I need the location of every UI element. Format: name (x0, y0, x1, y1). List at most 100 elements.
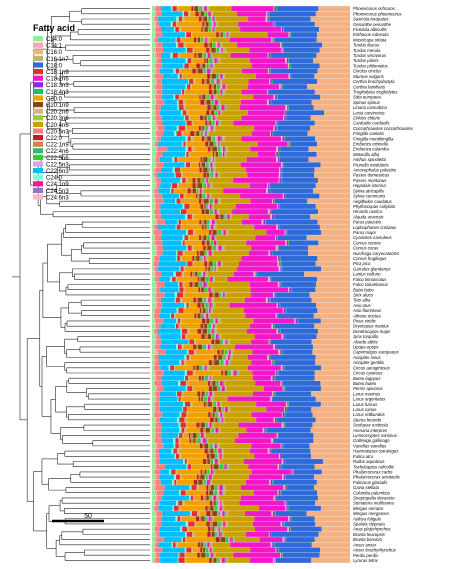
bar-segment-C22-5n6 (215, 141, 217, 147)
bar-segment-C22-4n6 (219, 292, 221, 298)
bar-segment-C24-0 (183, 459, 185, 464)
bar-segment-C22-5n3 (219, 47, 222, 53)
bar-segment-C18-1n9 (175, 323, 179, 329)
bar-segment-C16-1n7 (214, 219, 217, 225)
bar-segment-C24-6n3 (275, 245, 278, 251)
bar-segment-C24-6n3 (273, 344, 275, 350)
bar-segment-C24-1n9 (207, 542, 210, 548)
bar-segment-C18-4n3 (287, 505, 289, 511)
bar-segment-C24-5n3 (213, 94, 215, 100)
species-label: Pica pica (353, 261, 371, 266)
bar-segment-C24-0 (190, 511, 192, 516)
bar-segment-C22-0 (192, 177, 196, 183)
bar-segment-C16-1n7 (205, 271, 208, 277)
bar-segment-C24-0 (174, 453, 176, 459)
bar-segment-C22-1n9 (196, 313, 198, 319)
bar-segment-C22-6n3 (162, 63, 184, 69)
bar-segment-C16-1n7 (216, 266, 219, 272)
bar-segment-C20-4n6 (220, 172, 248, 178)
bar-segment-C18-1n9 (172, 53, 178, 58)
bar-segment-C16-0 (311, 391, 350, 397)
bar-segment-C18-0 (272, 396, 316, 402)
bar-segment-C24-5n3 (216, 495, 217, 501)
bar-segment-C24-0 (185, 47, 187, 53)
bar-segment-C18-2n6 (253, 490, 278, 496)
bar-segment-C20-3n6 (197, 271, 199, 277)
bar-segment-C14-1 (155, 443, 158, 449)
bar-segment-C20-3n6 (202, 479, 205, 485)
bar-segment-C20-4n6 (230, 339, 252, 345)
bar-segment-C18-2n6 (230, 53, 268, 58)
bar-segment-C22-0 (201, 79, 205, 84)
bar-segment-C18-2n6 (249, 323, 272, 329)
bar-segment-C22-4n6 (223, 32, 225, 38)
bar-segment-C18-4n3 (270, 448, 272, 454)
bar-segment-C16-0 (318, 531, 350, 537)
bar-segment-C20-5n3 (154, 256, 160, 261)
bar-segment-C22-1n9 (204, 136, 208, 142)
bar-segment-C22-6n3 (161, 79, 189, 84)
bar-segment-C24-6n3 (294, 318, 296, 324)
bar-segment-C20-0 (190, 203, 201, 209)
bar-segment-C22-1n9 (204, 99, 207, 105)
bar-segment-C22-1n9 (218, 32, 221, 38)
bar-segment-C22-5n6 (204, 297, 207, 303)
bar-segment-C20-0 (184, 500, 210, 506)
bar-segment-C14-0 (152, 485, 154, 490)
bar-segment-C20-5n3 (155, 391, 160, 397)
species-label: Dendrocopos major (353, 329, 391, 334)
bar-segment-C22-1n9 (212, 500, 214, 506)
bar-segment-C18-1n9 (182, 537, 186, 543)
bar-segment-C18-3n3 (282, 47, 284, 53)
bar-segment-C14-1 (155, 495, 158, 501)
bar-segment-C22-0 (198, 287, 201, 293)
bar-segment-C20-1n9 (209, 120, 211, 126)
bar-segment-C22-1n9 (201, 235, 204, 241)
bar-segment-C22-1n9 (209, 110, 212, 116)
bar-segment-C22-1n9 (195, 297, 198, 303)
bar-segment-C24-6n3 (281, 47, 283, 53)
bar-segment-C18-3n3 (269, 339, 271, 345)
bar-segment-C20-4n6 (221, 79, 249, 84)
bar-segment-C20-2n6 (191, 245, 194, 251)
bar-segment-C20-3n6 (206, 115, 208, 121)
bar-segment-C24-6n3 (285, 505, 287, 511)
bar-segment-C24-0 (183, 63, 185, 69)
bar-segment-C22-5n6 (204, 479, 207, 485)
bar-segment-C20-3n6 (204, 516, 206, 522)
bar-segment-C24-1n9 (206, 177, 208, 183)
bar-segment-C24-6n3 (282, 474, 284, 480)
bar-segment-C20-4n6 (224, 412, 252, 418)
bar-segment-C22-5n6 (205, 287, 208, 293)
bar-segment-C20-5n3 (155, 94, 162, 100)
bar-segment-C20-3n6 (211, 136, 213, 142)
bar-segment-C22-5n6 (200, 271, 202, 277)
bar-segment-C20-0 (192, 58, 205, 64)
bar-segment-C18-4n3 (283, 521, 285, 527)
bar-segment-C22-6n3 (165, 464, 187, 470)
bar-segment-C22-4n6 (215, 412, 217, 418)
bar-segment-C24-6n3 (288, 287, 290, 293)
bar-segment-C18-3n3 (282, 162, 283, 168)
bar-segment-C20-4n6 (230, 406, 267, 412)
species-label: Lyrurus tetrix (353, 558, 379, 563)
species-label: Lanius collurio (353, 272, 381, 277)
bar-segment-C20-4n6 (224, 245, 252, 251)
bar-segment-C16-1n7 (218, 459, 220, 464)
bar-segment-C18-3n3 (272, 360, 274, 366)
bar-segment-C18-2n6 (235, 438, 272, 444)
bar-segment-C22-1n9 (211, 89, 214, 95)
bar-segment-C22-5n3 (207, 516, 209, 522)
legend-label: C20:0 (46, 96, 63, 102)
bar-segment-C24-1n9 (209, 276, 212, 282)
bar-segment-C16-1n7 (215, 323, 217, 329)
bar-segment-C20-0 (187, 490, 207, 496)
species-label: Ficedula albicollis (353, 27, 388, 32)
bar-segment-C20-1n9 (204, 443, 209, 449)
bar-segment-C20-5n3 (156, 448, 159, 454)
bar-segment-C22-5n6 (214, 42, 216, 48)
bar-segment-C22-1n9 (199, 422, 201, 428)
bar-segment-C14-0 (152, 266, 154, 272)
bar-segment-C16-0 (313, 438, 350, 444)
bar-segment-C20-2n6 (178, 443, 180, 449)
